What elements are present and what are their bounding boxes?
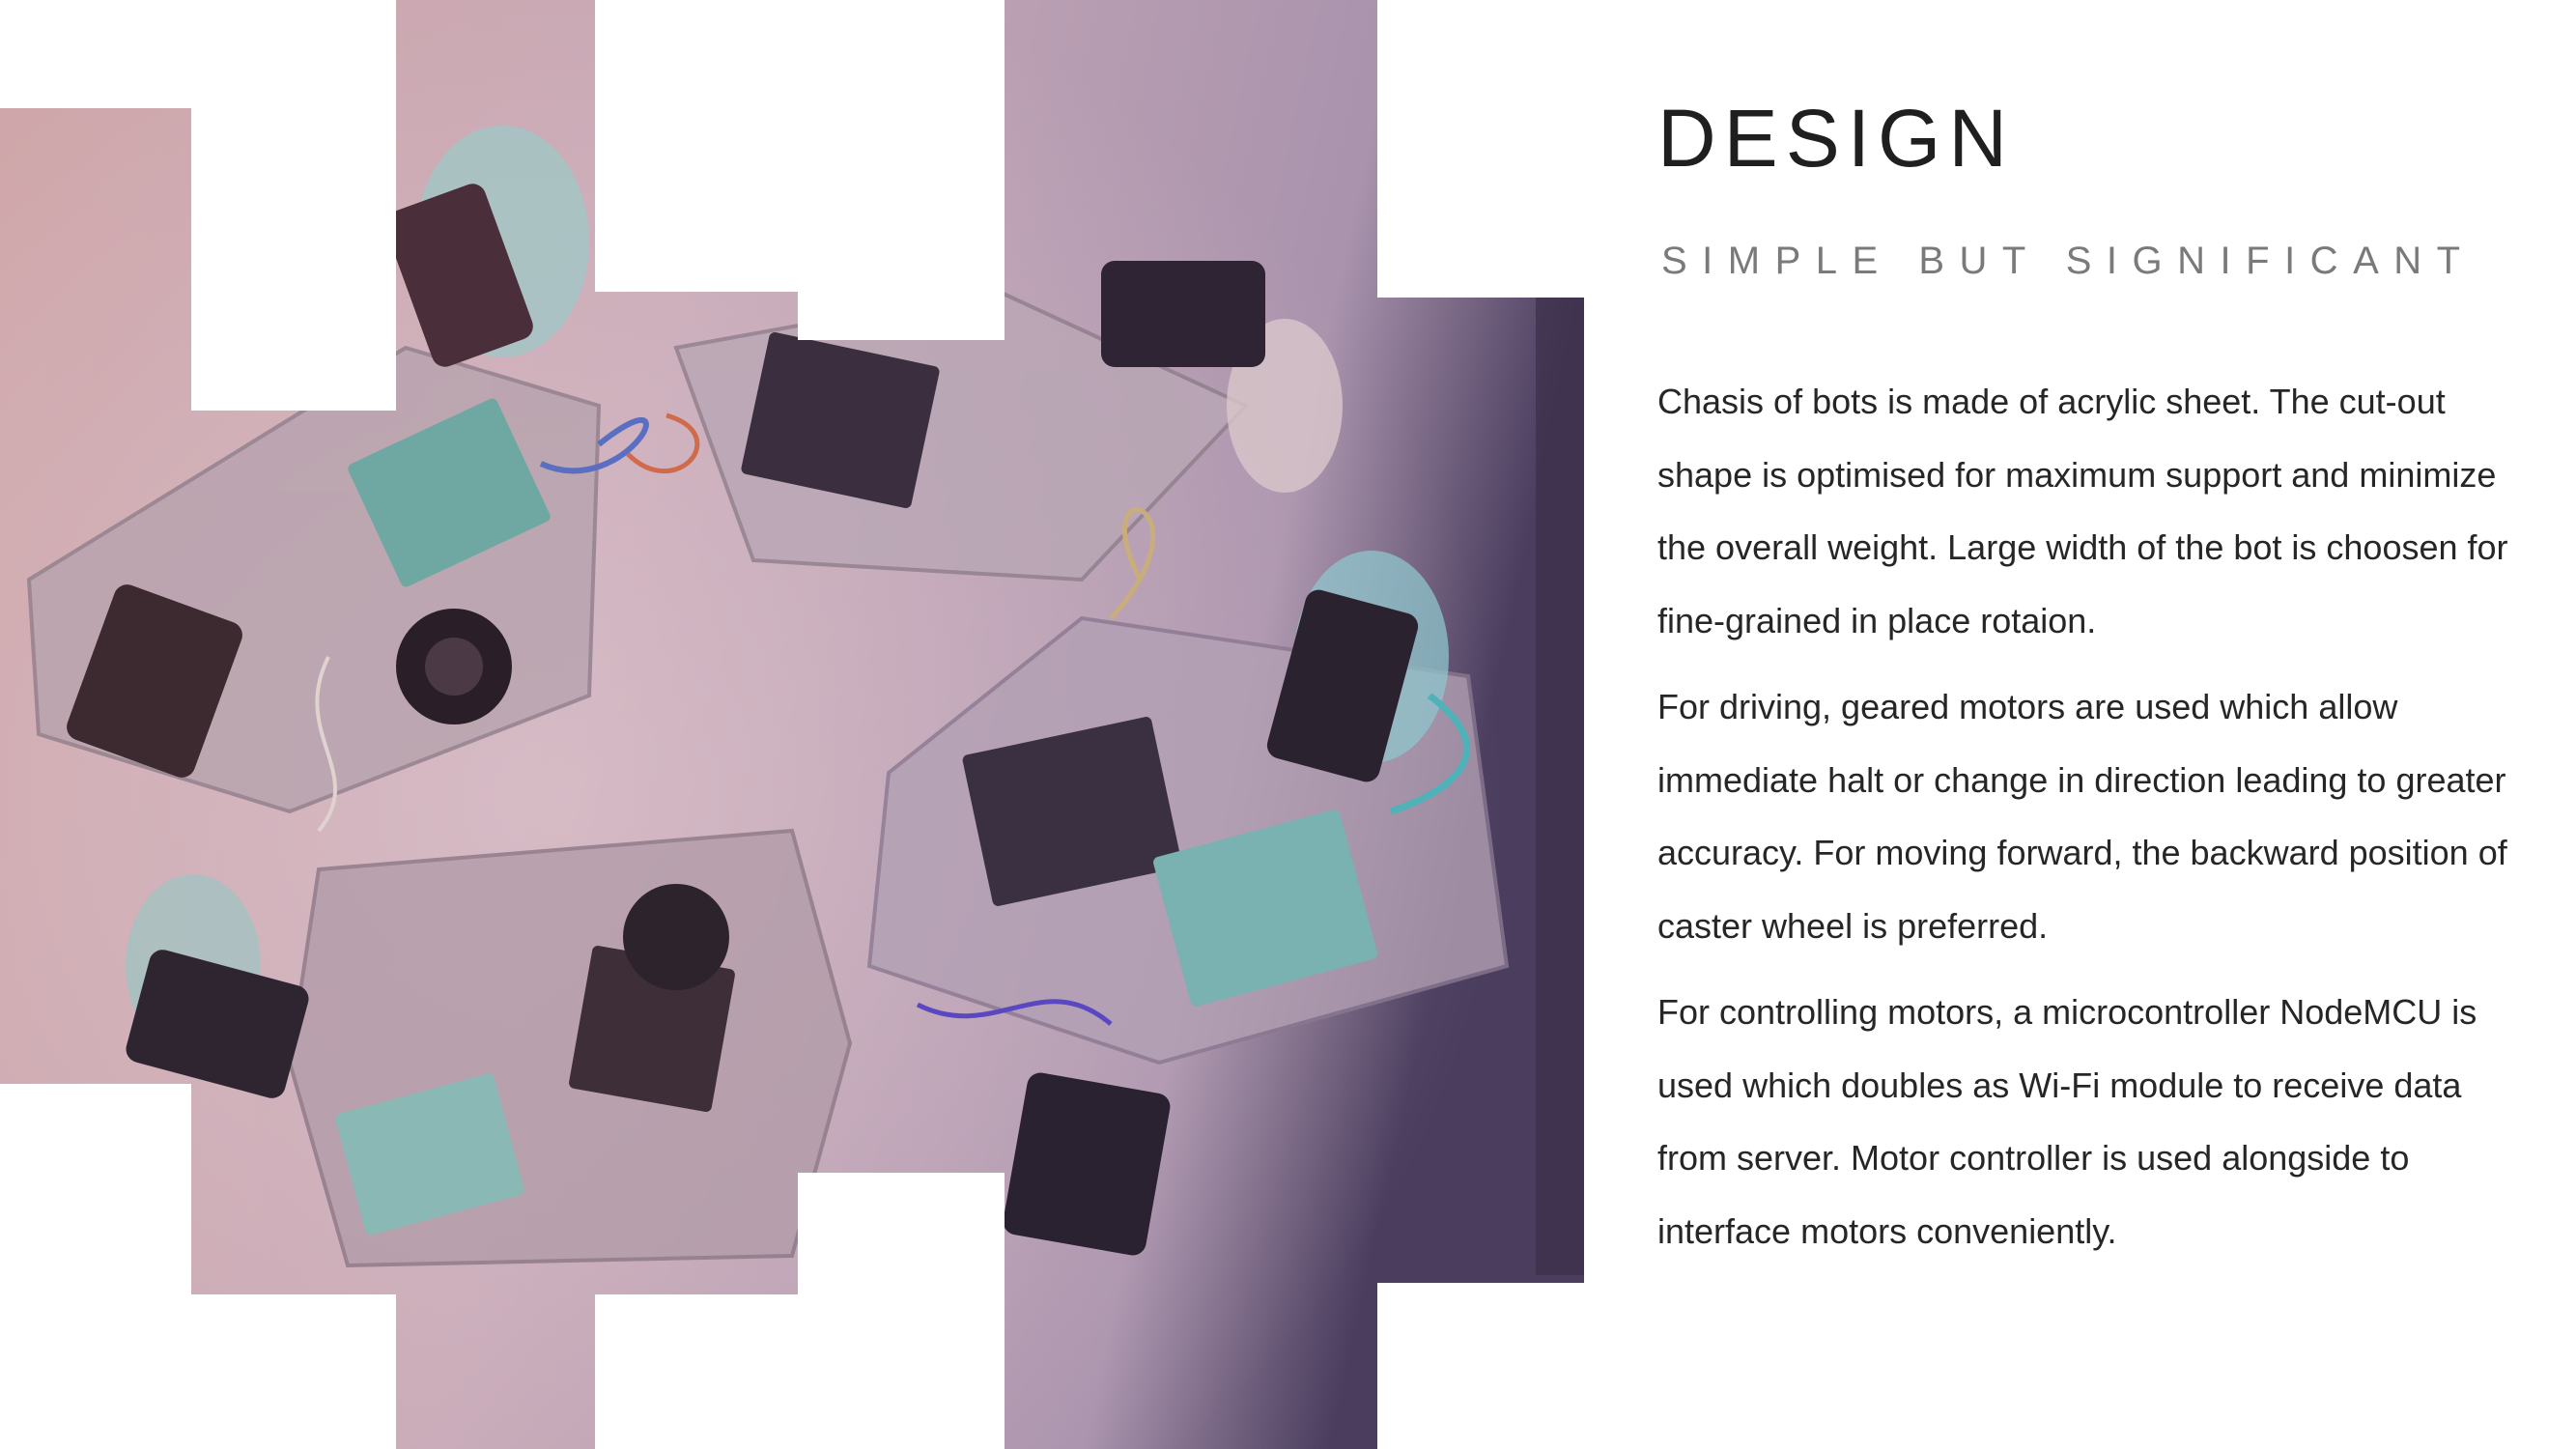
text-panel: DESIGN SIMPLE BUT SIGNIFICANT Chasis of … [1657, 0, 2546, 1449]
photo-collage [0, 0, 1584, 1449]
paragraph-controlling: For controlling motors, a microcontrolle… [1657, 992, 2477, 1251]
robot-bots-photo [0, 0, 1584, 1449]
slide-body: Chasis of bots is made of acrylic sheet.… [1657, 365, 2527, 1281]
paragraph-driving: For driving, geared motors are used whic… [1657, 687, 2507, 946]
slide-subtitle: SIMPLE BUT SIGNIFICANT [1661, 240, 2476, 282]
slide-title: DESIGN [1657, 93, 2016, 184]
paragraph-chassis: Chasis of bots is made of acrylic sheet.… [1657, 382, 2508, 640]
